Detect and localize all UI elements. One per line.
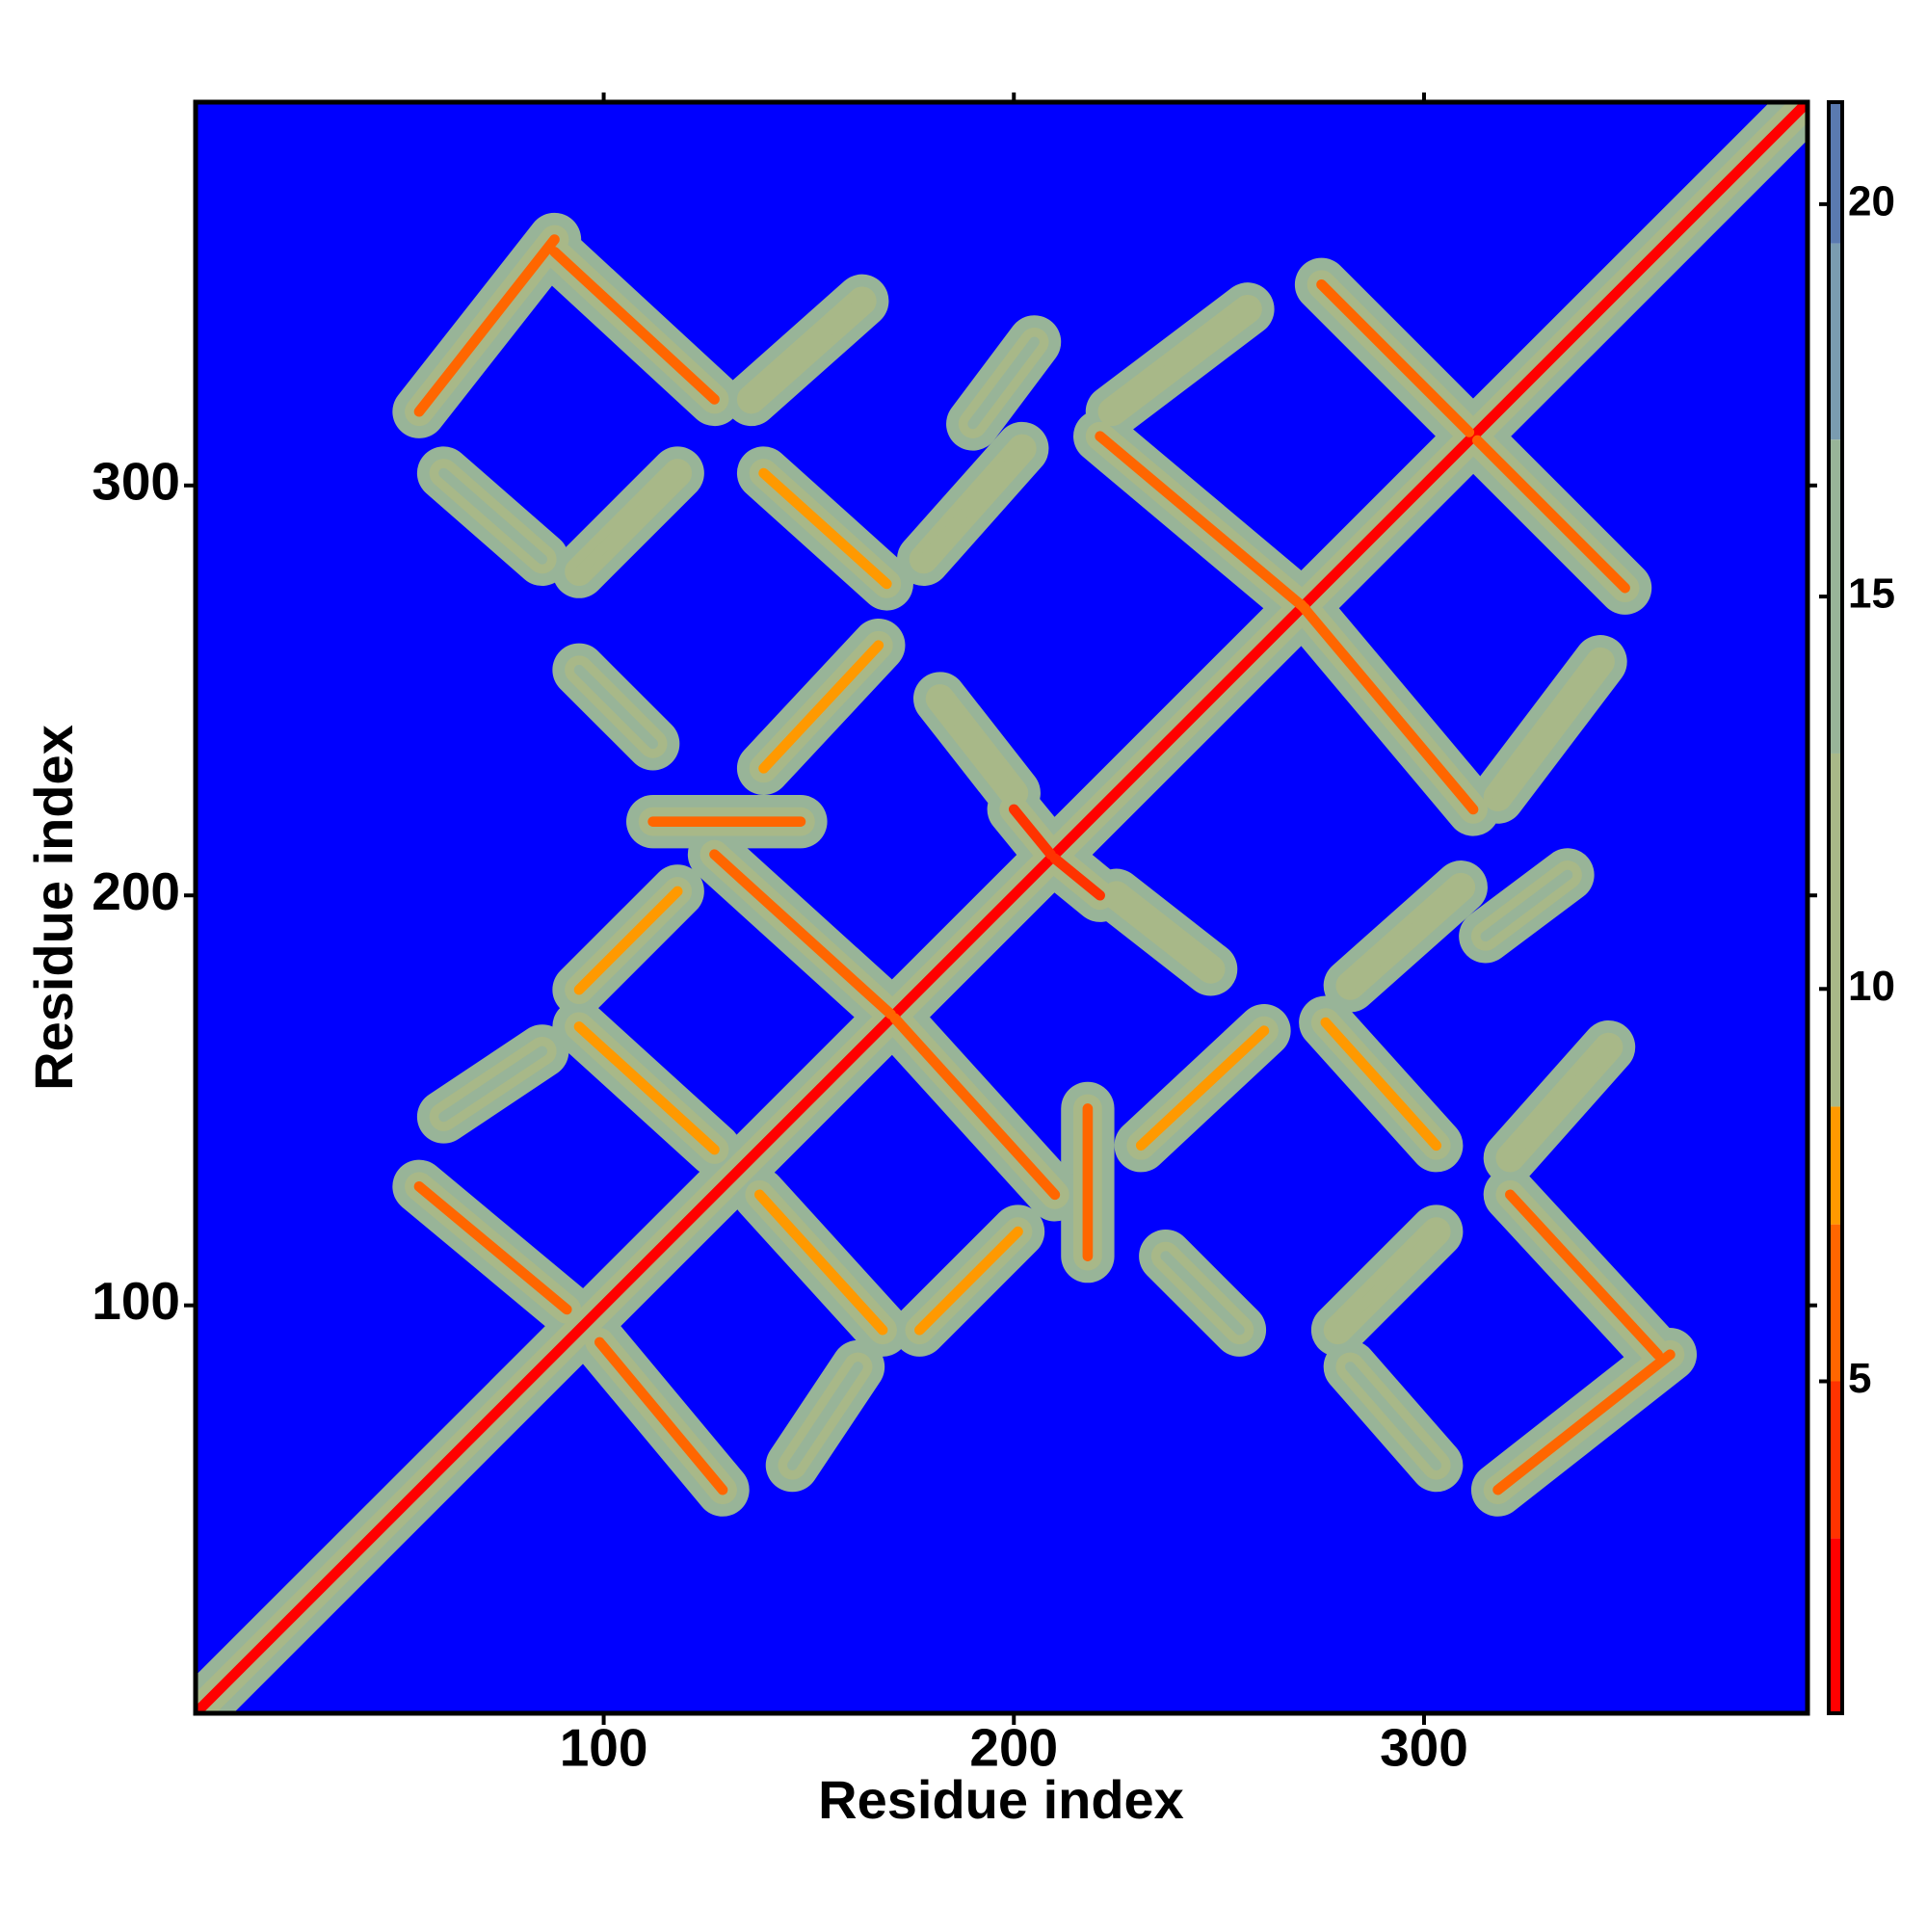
x-axis-label: Residue index — [818, 1769, 1184, 1830]
contact-band-core — [1095, 431, 1310, 614]
contact-band-core — [746, 296, 868, 405]
contact-band-core — [918, 443, 1028, 565]
colorbar-segment — [1829, 1538, 1842, 1713]
colorbar-segment — [1829, 243, 1842, 440]
y-tick-label: 300 — [92, 451, 180, 511]
contact-band-core — [1107, 304, 1254, 417]
contact-band-core — [1295, 598, 1479, 815]
contact-band-core — [196, 102, 1808, 1713]
contact-band-core — [1505, 1189, 1663, 1361]
contact-band-core — [935, 693, 1019, 799]
contact-band-core — [967, 336, 1040, 430]
contact-band-core — [1160, 1251, 1245, 1336]
contact-band-core — [758, 467, 892, 590]
plot-frame — [193, 99, 1810, 1716]
contact-band-core — [1492, 656, 1606, 803]
contact-band-core — [1480, 869, 1573, 942]
contact-band-core — [1008, 804, 1056, 860]
y-axis-label: Residue index — [23, 725, 84, 1091]
colorbar-tick-label: 10 — [1848, 963, 1895, 1010]
colorbar-segment — [1829, 1224, 1842, 1382]
contact-band-core — [1345, 882, 1466, 992]
contact-band-core — [1333, 1226, 1442, 1336]
contact-band-core — [889, 1013, 1061, 1201]
contact-band-core — [1111, 889, 1216, 975]
contact-band-core — [787, 1362, 863, 1470]
contact-band-core — [1345, 1362, 1442, 1470]
colorbar-segment — [1829, 1381, 1842, 1539]
colorbar-segment — [1829, 753, 1842, 1107]
x-tick-label: 100 — [560, 1718, 648, 1778]
contact-band-core — [1316, 279, 1475, 437]
contact-band-core — [1471, 435, 1630, 594]
contact-band-core — [914, 1226, 1023, 1336]
contact-band-core — [1049, 853, 1105, 901]
contact-band-core — [413, 234, 560, 417]
colorbar-tick-label: 15 — [1848, 570, 1895, 618]
contact-band-core — [1505, 1042, 1614, 1163]
colorbar-frame — [1827, 100, 1844, 1715]
y-tick-label: 200 — [92, 861, 180, 921]
contact-band-core — [594, 1337, 728, 1495]
contact-band-core — [709, 849, 896, 1019]
contact-band-core — [573, 1021, 720, 1155]
contact-band-core — [573, 664, 658, 750]
contact-band-core — [1320, 1017, 1442, 1151]
contact-band-core — [1135, 1025, 1270, 1151]
x-tick-label: 300 — [1380, 1718, 1468, 1778]
contact-band-core — [1492, 1349, 1676, 1495]
contact-band-core — [438, 467, 548, 565]
contact-band-core — [754, 1189, 888, 1336]
contact-band-core — [438, 1045, 548, 1123]
contact-band-core — [573, 467, 683, 577]
contact-band-core — [573, 886, 683, 995]
colorbar-segment — [1829, 102, 1842, 244]
colorbar-tick-label: 20 — [1848, 177, 1895, 225]
contact-band-core — [549, 246, 720, 405]
x-tick-label: 200 — [969, 1718, 1058, 1778]
contact-band-core — [758, 640, 884, 774]
heatmap-cells — [196, 102, 1808, 1713]
colorbar-segment — [1829, 1106, 1842, 1225]
colorbar-segment — [1829, 439, 1842, 754]
colorbar-tick-label: 5 — [1848, 1355, 1871, 1402]
contact-band-core — [413, 1180, 572, 1315]
y-tick-label: 100 — [92, 1271, 180, 1331]
